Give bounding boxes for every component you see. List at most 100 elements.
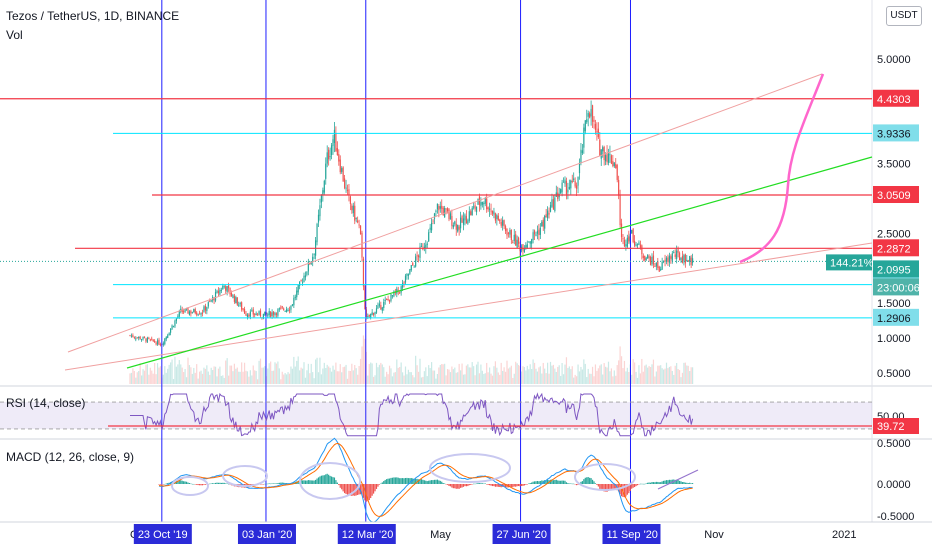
macd-histogram-bar xyxy=(681,482,684,484)
candle-body xyxy=(467,220,469,224)
volume-bar xyxy=(332,365,334,384)
candle-body xyxy=(549,205,552,212)
macd-histogram-bar xyxy=(491,484,494,487)
volume-bar xyxy=(503,367,505,384)
candle-body xyxy=(306,271,308,275)
candle-body xyxy=(309,263,311,265)
candle-body xyxy=(243,309,246,314)
candle-body xyxy=(484,198,486,204)
candle-body xyxy=(631,230,633,234)
candle-body xyxy=(326,152,328,164)
volume-bar xyxy=(136,372,138,384)
candle-body xyxy=(181,310,183,312)
candle-body xyxy=(605,155,607,162)
volume-bar xyxy=(642,371,644,384)
candle-body xyxy=(404,275,407,283)
candle-body xyxy=(203,306,205,313)
macd-histogram-bar xyxy=(426,481,428,484)
candle-body xyxy=(438,205,440,211)
candle-body xyxy=(570,180,572,189)
volume-bar xyxy=(133,370,135,384)
volume-bar xyxy=(454,367,456,384)
macd-histogram-bar xyxy=(283,482,285,484)
volume-bar xyxy=(206,365,208,384)
macd-histogram-bar xyxy=(403,478,405,484)
candle-body xyxy=(489,208,491,210)
candle-body xyxy=(183,311,185,313)
candle-body xyxy=(622,238,624,240)
volume-bar xyxy=(634,362,636,384)
rsi-line xyxy=(130,392,694,437)
volume-bar xyxy=(272,370,275,384)
candle-body xyxy=(651,256,653,265)
macd-histogram-bar xyxy=(520,484,523,486)
candle-body xyxy=(201,312,204,314)
volume-bar xyxy=(620,356,623,384)
candle-body xyxy=(494,213,496,221)
volume-bar xyxy=(304,377,307,384)
level-tag-label: 4.4303 xyxy=(877,94,911,106)
macd-histogram-bar xyxy=(449,484,452,487)
macd-histogram-bar xyxy=(362,484,365,498)
macd-histogram-bar xyxy=(281,482,283,484)
candle-body xyxy=(204,305,206,311)
volume-bar xyxy=(367,375,369,384)
volume-bar xyxy=(406,374,408,384)
candle-body xyxy=(586,119,588,123)
macd-histogram-bar xyxy=(591,479,594,484)
macd-histogram-bar xyxy=(412,478,414,484)
volume-bar xyxy=(383,367,385,384)
volume-bar xyxy=(464,374,466,384)
volume-bar xyxy=(338,371,340,384)
volume-bar xyxy=(542,362,544,384)
macd-histogram-bar xyxy=(183,481,185,484)
volume-bar xyxy=(416,365,418,384)
macd-histogram-bar xyxy=(303,480,305,484)
candle-body xyxy=(238,304,240,306)
volume-bar xyxy=(217,368,220,384)
candle-body xyxy=(634,240,636,246)
volume-bar xyxy=(574,374,576,384)
candle-body xyxy=(228,285,230,289)
currency-button[interactable]: USDT xyxy=(886,6,922,26)
macd-histogram-bar xyxy=(612,484,614,491)
volume-bar xyxy=(599,365,601,384)
volume-bar xyxy=(296,360,298,384)
candle-body xyxy=(402,283,404,288)
volume-bar xyxy=(474,375,476,384)
candle-body xyxy=(661,261,663,270)
volume-bar xyxy=(400,362,402,384)
volume-bar xyxy=(593,376,595,384)
volume-bar xyxy=(584,363,586,384)
macd-histogram-bar xyxy=(419,479,421,484)
candle-body xyxy=(564,179,566,184)
volume-bar xyxy=(352,370,354,384)
candle-body xyxy=(336,148,338,155)
macd-histogram-bar xyxy=(462,484,465,487)
volume-bar xyxy=(590,373,592,384)
candle-body xyxy=(129,335,131,337)
candle-body xyxy=(623,239,626,247)
volume-bar xyxy=(336,371,338,384)
macd-signal-line xyxy=(158,442,693,517)
volume-bar xyxy=(452,369,454,384)
volume-bar xyxy=(345,364,347,384)
candle-body xyxy=(464,214,466,221)
volume-bar xyxy=(328,366,330,384)
volume-bar xyxy=(567,367,569,384)
level-tag-label: 3.9336 xyxy=(877,128,911,140)
volume-bar xyxy=(168,364,170,384)
candle-body xyxy=(164,338,166,345)
volume-bar xyxy=(394,372,396,384)
macd-histogram-bar xyxy=(352,484,354,496)
candle-body xyxy=(435,210,437,212)
volume-bar xyxy=(281,371,283,384)
volume-bar xyxy=(473,366,475,384)
candle-body xyxy=(168,333,170,336)
volume-bar xyxy=(678,370,681,384)
candle-body xyxy=(313,253,315,255)
date-tag xyxy=(337,524,396,544)
macd-histogram-bar xyxy=(667,480,669,484)
candle-body xyxy=(677,249,679,253)
volume-bar xyxy=(397,367,399,384)
